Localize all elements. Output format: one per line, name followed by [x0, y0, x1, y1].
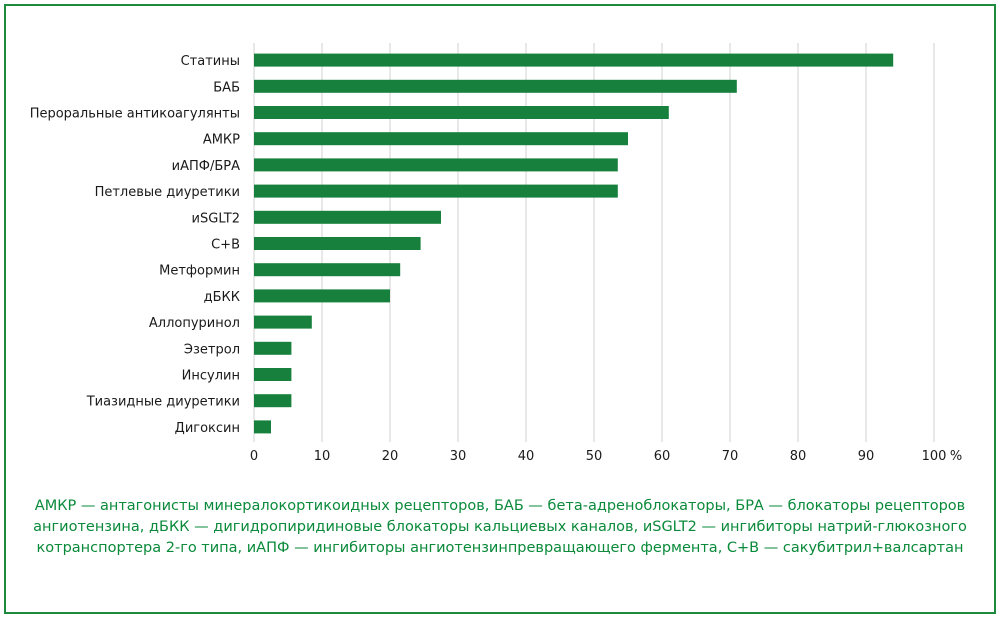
x-tick-label: 90 [858, 449, 875, 464]
category-label: АМКР [203, 133, 240, 148]
category-label: С+В [211, 238, 240, 253]
bar [254, 158, 618, 172]
x-tick-label: 20 [382, 449, 399, 464]
category-label: Метформин [159, 264, 240, 279]
bars [254, 53, 894, 434]
x-tick-label: 60 [654, 449, 671, 464]
category-label: иАПФ/БРА [172, 159, 240, 174]
x-tick-label: 40 [518, 449, 535, 464]
x-tick-label: 50 [586, 449, 603, 464]
bar [254, 132, 628, 146]
bar [254, 394, 292, 408]
bar [254, 315, 312, 329]
x-tick-label: 100 [922, 449, 947, 464]
category-label: Пероральные антикоагулянты [30, 107, 240, 122]
category-labels: Статины БАБ Пероральные антикоагулянты АМКР… [30, 54, 240, 436]
category-label: Аллопуринол [149, 316, 240, 331]
bar [254, 263, 401, 277]
x-tick-label: 30 [450, 449, 467, 464]
category-label: Эзетрол [184, 342, 240, 357]
figure-frame [4, 4, 996, 614]
bar [254, 420, 271, 434]
x-tick-label: 0 [250, 449, 258, 464]
bar [254, 106, 669, 119]
bar [254, 237, 421, 250]
category-label: Инсулин [182, 369, 240, 384]
x-unit-label: % [950, 449, 962, 464]
bar [254, 53, 894, 67]
x-tick-label: 70 [722, 449, 739, 464]
category-label: Статины [181, 54, 240, 69]
bar [254, 289, 390, 303]
x-tick-label: 10 [314, 449, 331, 464]
bar [254, 368, 292, 381]
bar [254, 79, 737, 93]
x-tick-label: 80 [790, 449, 807, 464]
bar [254, 210, 441, 224]
footnote: АМКР — антагонисты минералокортикоидных … [33, 498, 967, 556]
bar-chart: Статины БАБ Пероральные антикоагулянты АМКР… [30, 43, 962, 464]
category-label: Петлевые диуретики [95, 185, 240, 200]
category-label: БАБ [213, 80, 240, 95]
x-tick-labels: 0 10 20 30 40 50 60 70 80 90 100 [250, 449, 947, 464]
bar [254, 341, 292, 355]
category-label: Тиазидные диуретики [86, 395, 240, 410]
category-label: иSGLT2 [192, 211, 240, 226]
category-label: Дигоксин [175, 421, 240, 436]
category-label: дБКК [204, 290, 240, 305]
bar [254, 184, 618, 198]
